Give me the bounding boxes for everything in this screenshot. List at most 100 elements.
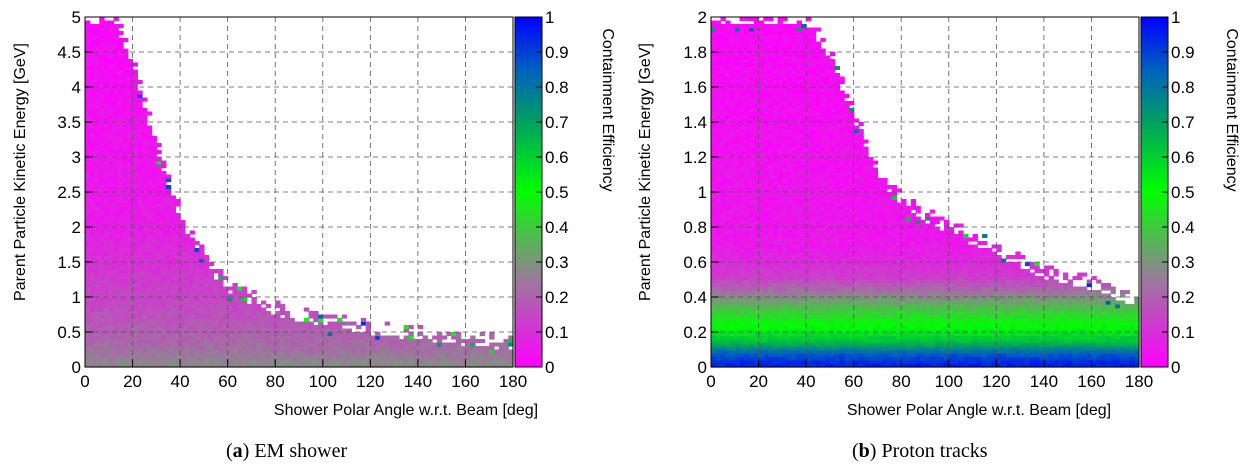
heatmap-cell — [351, 353, 357, 358]
heatmap-cell — [123, 349, 129, 354]
heatmap-cell — [753, 160, 760, 165]
heatmap-cell — [730, 27, 736, 32]
heatmap-cell — [151, 321, 157, 326]
heatmap-cell — [137, 104, 143, 109]
heatmap-cell — [375, 332, 381, 337]
heatmap-cell — [715, 188, 722, 193]
heatmap-cell — [730, 248, 736, 253]
heatmap-cell — [730, 171, 736, 176]
heatmap-cell — [815, 318, 821, 323]
heatmap-cell — [246, 346, 253, 351]
heatmap-cell — [184, 353, 191, 358]
heatmap-cell — [341, 328, 348, 333]
heatmap-cell — [156, 244, 162, 249]
heatmap-cell — [137, 293, 143, 298]
heatmap-cell — [763, 104, 769, 109]
heatmap-cell — [104, 297, 110, 302]
heatmap-cell — [730, 31, 736, 36]
heatmap-cell — [151, 332, 157, 337]
heatmap-cell — [384, 360, 390, 365]
heatmap-cell — [801, 132, 807, 137]
heatmap-cell — [730, 272, 736, 277]
heatmap-cell — [739, 230, 745, 235]
heatmap-cell — [763, 118, 769, 123]
heatmap-cell — [436, 332, 443, 337]
heatmap-cell — [146, 234, 153, 239]
heatmap-cell — [85, 143, 91, 148]
heatmap-cell — [711, 31, 717, 36]
heatmap-cell — [734, 332, 741, 337]
heatmap-cell — [796, 346, 802, 351]
heatmap-cell — [308, 342, 314, 347]
heatmap-cell — [777, 185, 783, 190]
heatmap-cell — [137, 143, 143, 148]
heatmap-cell — [711, 55, 717, 60]
heatmap-cell — [806, 73, 812, 78]
heatmap-cell — [772, 360, 779, 365]
heatmap-cell — [94, 34, 100, 39]
heatmap-cell — [772, 307, 779, 312]
heatmap-cell — [753, 356, 760, 361]
heatmap-cell — [170, 286, 176, 291]
heatmap-cell — [763, 153, 769, 158]
heatmap-cell — [715, 363, 722, 368]
heatmap-cell — [113, 356, 119, 361]
heatmap-cell — [796, 276, 802, 281]
heatmap-cell — [161, 248, 167, 253]
heatmap-cell — [270, 335, 276, 340]
heatmap-cell — [89, 111, 96, 116]
heatmap-cell — [730, 24, 736, 29]
heatmap-cell — [711, 73, 717, 78]
heatmap-cell — [758, 118, 764, 123]
heatmap-cell — [318, 363, 324, 368]
heatmap-cell — [127, 160, 134, 165]
heatmap-cell — [749, 304, 755, 309]
heatmap-cell — [749, 300, 755, 305]
heatmap-cell — [796, 178, 802, 183]
heatmap-cell — [165, 206, 172, 211]
heatmap-cell — [294, 328, 300, 333]
heatmap-cell — [222, 353, 229, 358]
heatmap-cell — [175, 328, 181, 333]
heatmap-cell — [108, 209, 115, 214]
heatmap-cell — [498, 363, 505, 368]
heatmap-cell — [398, 360, 405, 365]
heatmap-cell — [89, 80, 96, 85]
heatmap-cell — [725, 164, 731, 169]
heatmap-cell — [739, 150, 745, 155]
heatmap-cell — [791, 258, 798, 263]
heatmap-cell — [137, 276, 143, 281]
heatmap-cell — [749, 209, 755, 214]
heatmap-cell — [142, 321, 148, 326]
heatmap-cell — [810, 122, 817, 127]
heatmap-cell — [753, 62, 760, 67]
heatmap-cell — [132, 69, 138, 74]
heatmap-cell — [725, 262, 731, 267]
heatmap-cell — [739, 178, 745, 183]
heatmap-cell — [753, 118, 760, 123]
heatmap-cell — [127, 342, 134, 347]
heatmap-cell — [180, 283, 186, 288]
heatmap-cell — [165, 293, 172, 298]
heatmap-cell — [113, 314, 119, 319]
heatmap-cell — [725, 272, 731, 277]
heatmap-cell — [810, 199, 817, 204]
heatmap-cell — [408, 363, 414, 368]
heatmap-cell — [398, 339, 405, 344]
heatmap-cell — [108, 244, 115, 249]
heatmap-cell — [85, 360, 91, 365]
heatmap-cell — [796, 297, 802, 302]
heatmap-cell — [85, 255, 91, 260]
heatmap-cell — [299, 342, 305, 347]
heatmap-cell — [142, 157, 148, 162]
heatmap-cell — [787, 335, 793, 340]
heatmap-cell — [151, 248, 157, 253]
heatmap-cell — [758, 52, 764, 57]
heatmap-cell — [132, 290, 138, 295]
heatmap-cell — [749, 223, 755, 228]
heatmap-cell — [146, 258, 153, 263]
heatmap-cell — [749, 318, 755, 323]
heatmap-cell — [151, 136, 157, 141]
heatmap-cell — [796, 311, 802, 316]
heatmap-cell — [113, 69, 119, 74]
